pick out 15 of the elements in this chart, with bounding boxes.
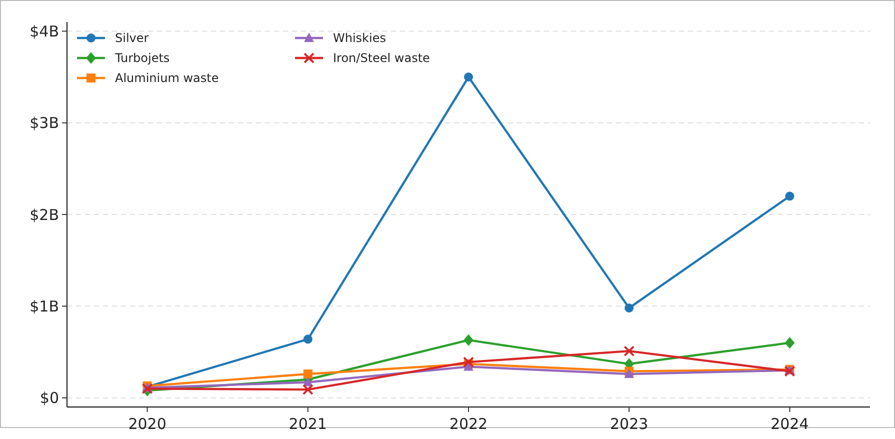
legend-label: Silver (115, 31, 149, 46)
legend-label: Iron/Steel waste (333, 51, 430, 66)
legend-label: Aluminium waste (115, 71, 219, 86)
x-tick-label: 2022 (449, 415, 488, 433)
x-tick-label: 2024 (770, 415, 809, 433)
legend-label: Turbojets (114, 51, 170, 66)
y-tick-label: $1B (30, 297, 59, 316)
y-tick-label: $3B (30, 114, 59, 132)
x-tick-label: 2023 (610, 415, 648, 433)
y-tick-label: $2B (30, 206, 59, 224)
y-tick-label: $0 (40, 389, 59, 408)
y-tick-label: $4B (30, 22, 59, 40)
x-tick-label: 2020 (128, 415, 166, 433)
legend-label: Whiskies (333, 31, 386, 46)
x-tick-label: 2021 (288, 415, 327, 433)
